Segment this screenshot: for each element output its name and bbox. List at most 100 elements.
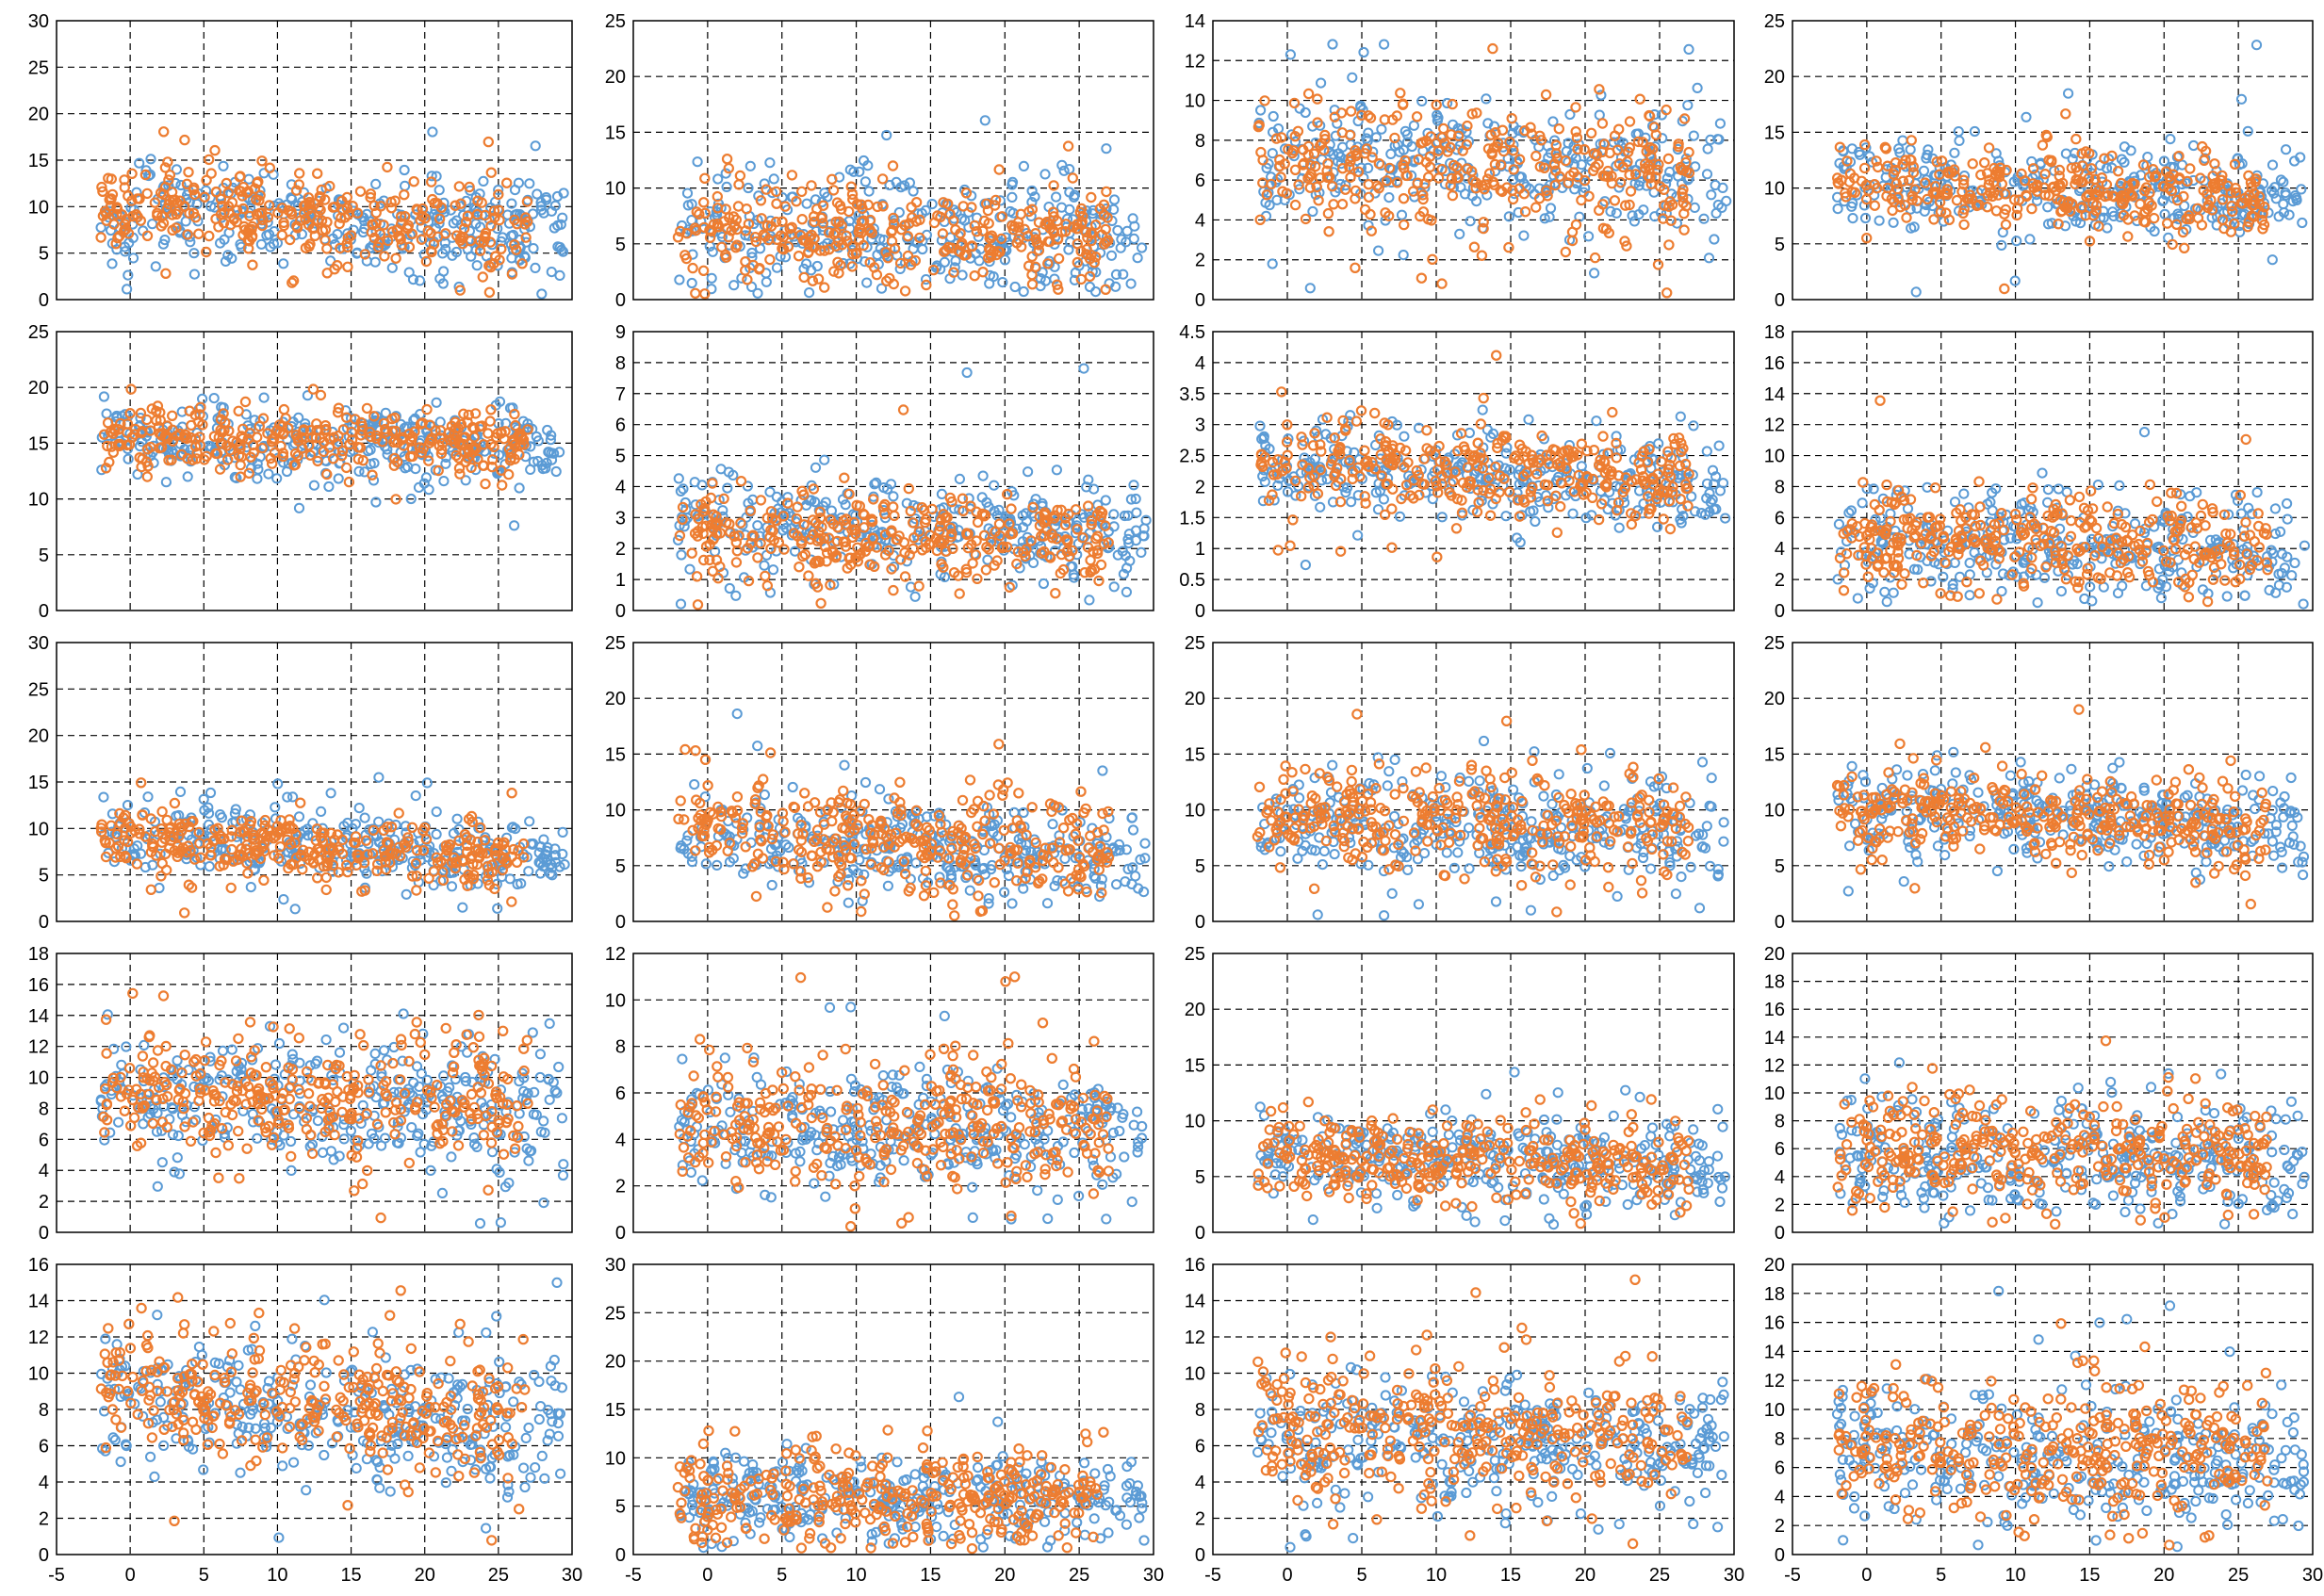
data-point-blue xyxy=(1394,511,1406,522)
data-point-orange xyxy=(1560,246,1572,258)
data-point-orange xyxy=(2037,139,2049,151)
data-point-blue xyxy=(255,238,267,250)
data-point-orange xyxy=(321,243,333,254)
data-point-blue xyxy=(2296,184,2307,195)
data-point-orange xyxy=(303,192,315,204)
data-point-blue xyxy=(2282,513,2293,525)
data-point-blue xyxy=(771,491,782,502)
data-point-orange xyxy=(798,271,810,284)
data-point-orange xyxy=(483,428,494,439)
data-point-orange xyxy=(1553,122,1565,135)
data-point-orange xyxy=(365,188,377,200)
data-point-orange xyxy=(201,246,212,258)
data-point-blue xyxy=(514,482,525,494)
data-point-blue xyxy=(1833,518,1845,530)
data-point-orange xyxy=(1593,513,1605,526)
data-point-blue xyxy=(1376,123,1387,135)
y-tick-label: 2 xyxy=(1195,477,1205,497)
data-point-orange xyxy=(108,219,120,230)
data-point-blue xyxy=(936,488,948,500)
data-point-orange xyxy=(475,245,486,256)
data-point-blue xyxy=(106,258,118,269)
data-point-blue xyxy=(261,230,272,241)
data-point-orange xyxy=(1300,213,1312,225)
data-point-orange xyxy=(1322,207,1334,220)
data-point-blue xyxy=(675,598,687,610)
data-point-blue xyxy=(1888,587,1899,598)
data-point-orange xyxy=(160,268,172,279)
data-point-orange xyxy=(887,160,899,171)
data-point-blue xyxy=(2011,236,2022,247)
data-point-orange xyxy=(199,191,210,203)
data-point-blue xyxy=(2042,202,2054,213)
data-point-orange xyxy=(1594,84,1605,95)
data-point-orange xyxy=(1607,406,1618,418)
data-point-blue xyxy=(771,262,783,273)
data-point-orange xyxy=(141,187,153,200)
data-point-orange xyxy=(1432,172,1445,184)
data-point-orange xyxy=(434,213,446,224)
data-point-blue xyxy=(182,471,193,482)
data-point-blue xyxy=(426,171,437,182)
data-point-blue xyxy=(1709,234,1720,245)
y-tick-label: 8 xyxy=(1195,131,1205,152)
data-point-blue xyxy=(122,284,133,295)
data-point-blue xyxy=(1910,286,1922,298)
data-point-orange xyxy=(163,174,174,186)
data-point-orange xyxy=(889,510,900,522)
data-point-blue xyxy=(2024,234,2036,245)
data-point-blue xyxy=(673,473,684,484)
data-point-blue xyxy=(175,179,187,191)
y-tick-label: 4 xyxy=(1195,353,1205,374)
data-point-orange xyxy=(957,493,969,504)
data-point-orange xyxy=(972,573,983,585)
data-point-blue xyxy=(1688,420,1699,432)
data-point-blue xyxy=(1706,189,1717,201)
data-point-blue xyxy=(557,212,568,223)
data-point-blue xyxy=(1954,135,1965,146)
data-point-orange xyxy=(1476,250,1488,261)
data-point-orange xyxy=(731,546,744,557)
data-point-blue xyxy=(548,222,560,234)
data-point-blue xyxy=(2297,217,2308,229)
data-point-blue xyxy=(1477,404,1488,415)
y-tick-label: 4.5 xyxy=(1179,322,1205,343)
data-point-blue xyxy=(502,209,514,220)
data-point-orange xyxy=(1085,554,1096,566)
data-point-orange xyxy=(806,180,817,191)
data-point-blue xyxy=(308,480,319,491)
data-point-orange xyxy=(1026,269,1038,281)
data-point-blue xyxy=(1254,420,1266,432)
y-tick-label: 5 xyxy=(615,447,626,467)
data-point-blue xyxy=(106,237,118,249)
data-point-orange xyxy=(372,241,385,252)
data-point-orange xyxy=(319,235,331,246)
data-point-orange xyxy=(188,182,200,193)
data-point-orange xyxy=(303,241,315,252)
data-point-orange xyxy=(1596,118,1609,129)
data-point-orange xyxy=(485,261,497,273)
data-point-orange xyxy=(786,170,798,181)
data-point-blue xyxy=(1683,43,1694,56)
data-point-blue xyxy=(197,393,208,404)
data-point-orange xyxy=(231,216,242,228)
data-point-orange xyxy=(698,197,710,208)
data-point-blue xyxy=(147,219,158,230)
data-point-blue xyxy=(1064,204,1075,215)
data-point-orange xyxy=(506,269,518,280)
data-point-blue xyxy=(1398,250,1409,261)
data-point-orange xyxy=(164,194,175,206)
data-point-blue xyxy=(506,198,517,209)
data-point-orange xyxy=(1585,127,1597,138)
data-point-orange xyxy=(454,285,466,296)
data-point-orange xyxy=(209,144,221,156)
data-point-blue xyxy=(715,464,727,475)
data-point-blue xyxy=(144,169,155,180)
data-point-orange xyxy=(368,200,380,211)
data-point-orange xyxy=(256,220,268,232)
data-point-blue xyxy=(541,194,552,205)
data-point-orange xyxy=(256,155,268,167)
data-point-blue xyxy=(1396,209,1408,220)
data-point-orange xyxy=(1887,204,1898,217)
